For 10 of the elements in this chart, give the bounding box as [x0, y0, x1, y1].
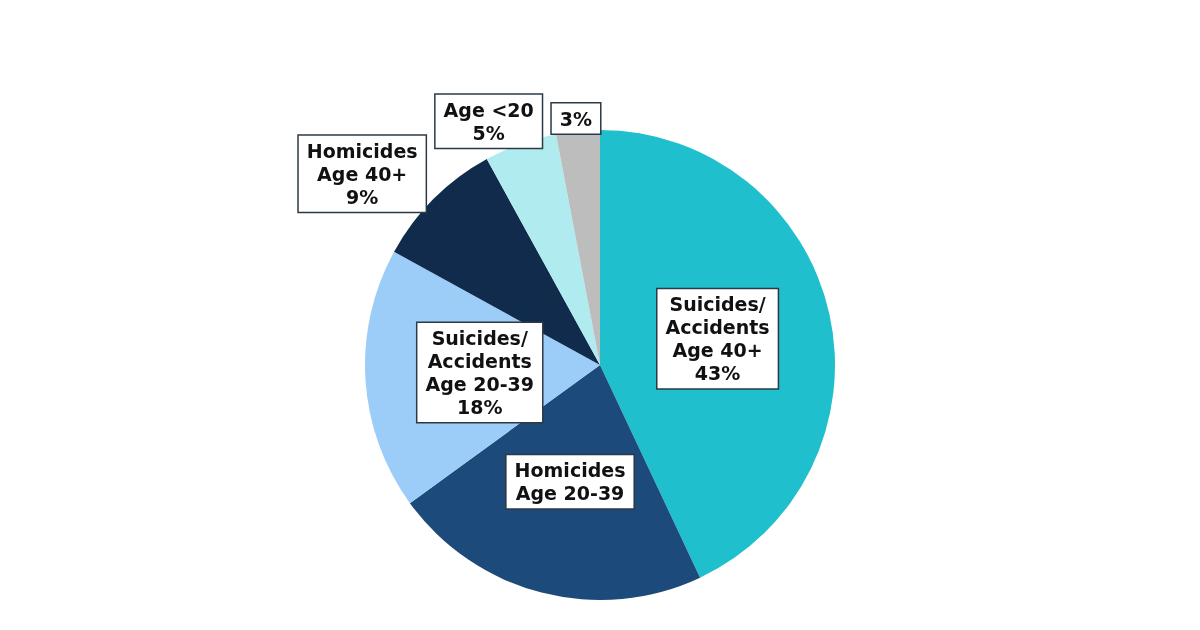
- data-label: 43%: [694, 362, 741, 385]
- slice-label: Suicides/ Accidents Age 40+: [665, 293, 770, 362]
- data-label: 9%: [346, 185, 379, 208]
- slice-label: Age <20: [443, 98, 534, 121]
- slice-label: Homicides Age 40+: [306, 139, 418, 185]
- data-label: 3%: [559, 107, 593, 130]
- slice-label: Suicides/ Accidents Age 20-39: [425, 327, 535, 396]
- data-label: 5%: [472, 121, 505, 144]
- data-label: 18%: [457, 396, 503, 419]
- slice-label: Homicides Age 20-39: [514, 459, 626, 505]
